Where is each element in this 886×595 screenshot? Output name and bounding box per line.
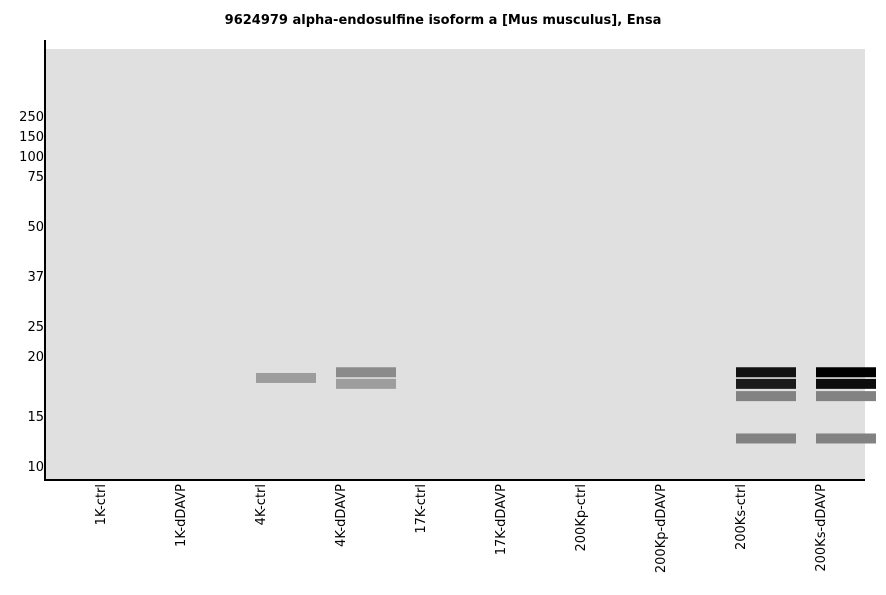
y-tick-label: 10	[27, 460, 44, 475]
band	[336, 378, 396, 389]
lane-label: 1K-ctrl	[94, 484, 109, 525]
y-tick-label: 250	[19, 110, 44, 125]
band	[736, 367, 796, 378]
band	[816, 367, 876, 378]
y-tick-labels: 250 150 100 75 50 37 25 20 15 10	[19, 110, 44, 475]
band-group	[256, 367, 876, 444]
lane-label: 1K-dDAVP	[174, 484, 189, 547]
band	[816, 433, 876, 444]
y-tick-label: 50	[27, 220, 44, 235]
y-tick-label: 37	[27, 270, 44, 285]
lane-label: 4K-dDAVP	[334, 484, 349, 547]
band	[336, 367, 396, 378]
chart-title: 9624979 alpha-endosulfine isoform a [Mus…	[225, 13, 662, 28]
y-tick-label: 20	[27, 350, 44, 365]
band	[736, 433, 796, 444]
y-tick-label: 75	[27, 170, 44, 185]
lane-label: 200Ks-dDAVP	[814, 484, 829, 572]
lane-label: 17K-dDAVP	[494, 484, 509, 555]
band	[816, 391, 876, 402]
band	[736, 378, 796, 389]
y-tick-label: 150	[19, 130, 44, 145]
band	[256, 372, 316, 383]
lane-label: 17K-ctrl	[414, 484, 429, 534]
lane-label: 200Kp-ctrl	[574, 484, 589, 551]
y-tick-label: 15	[27, 410, 44, 425]
lane-label: 200Kp-dDAVP	[654, 484, 669, 573]
band	[736, 391, 796, 402]
y-tick-label: 100	[19, 150, 44, 165]
lane-label: 4K-ctrl	[254, 484, 269, 525]
blot-background	[46, 49, 865, 479]
lane-label: 200Ks-ctrl	[734, 484, 749, 550]
band	[816, 378, 876, 389]
y-tick-label: 25	[27, 320, 44, 335]
lane-labels: 1K-ctrl 1K-dDAVP 4K-ctrl 4K-dDAVP 17K-ctrl 17…	[94, 484, 829, 573]
